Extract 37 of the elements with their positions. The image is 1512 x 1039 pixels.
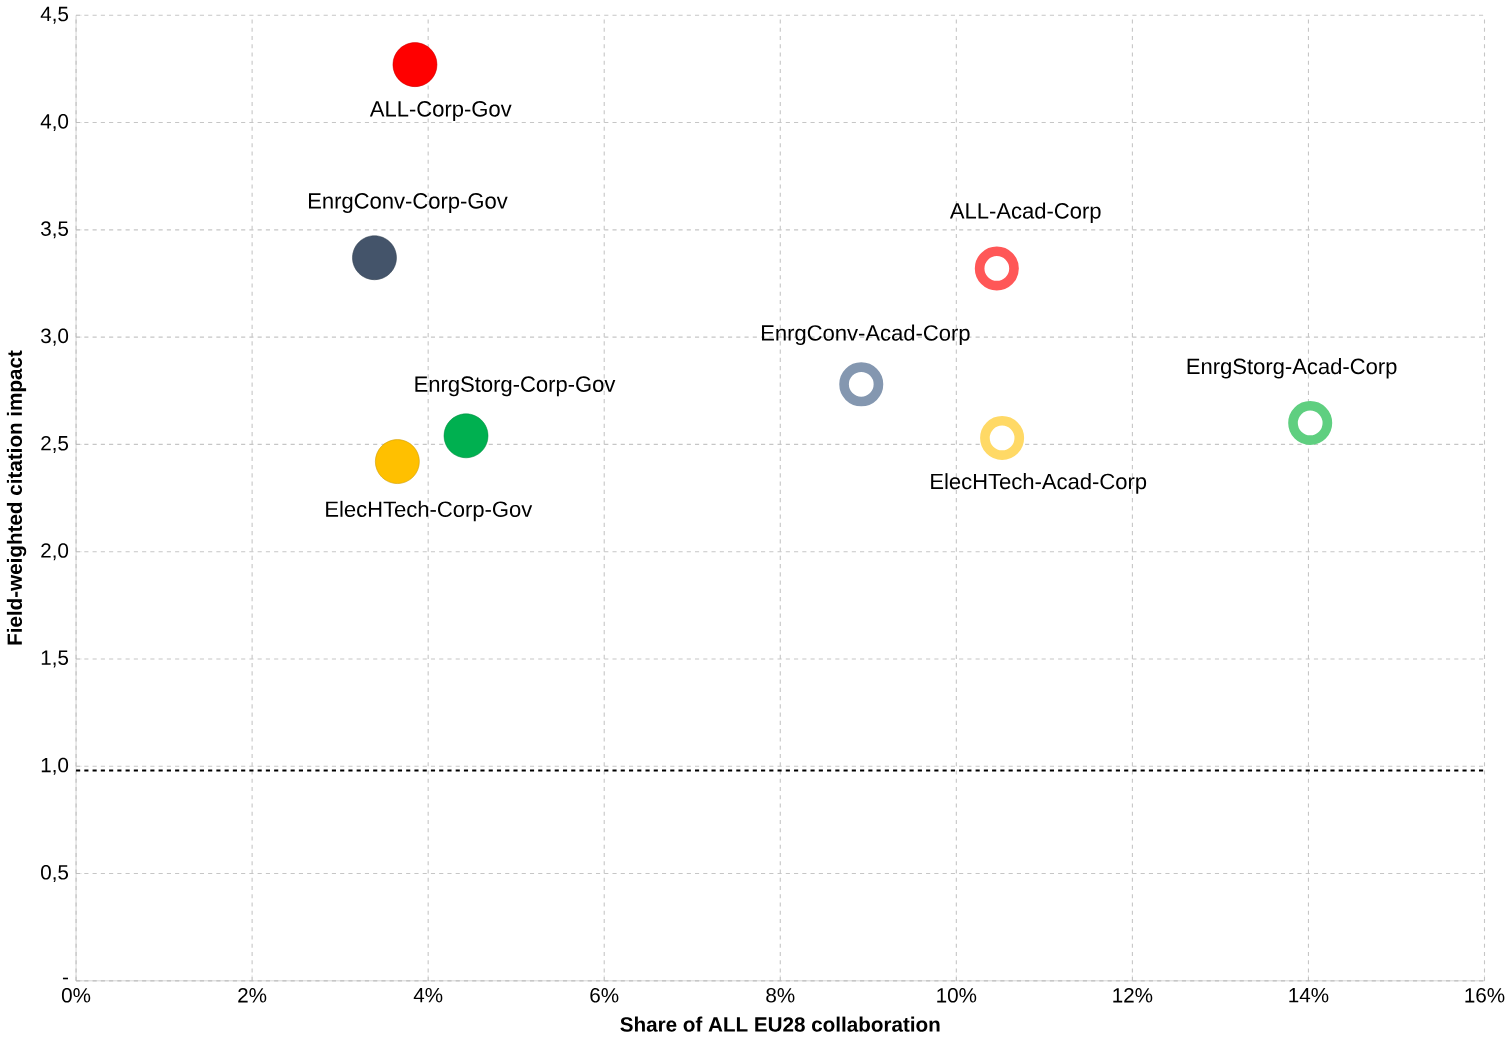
y-tick-label: 3,5	[41, 221, 69, 239]
series-label: EnrgConv-Acad-Corp	[762, 324, 970, 346]
x-tick-label: 6%	[590, 988, 619, 1003]
text: ElecHTech-Acad-Corp	[931, 473, 1147, 494]
y-tick-label: 1,0	[41, 757, 69, 775]
x-tick-label: 14%	[1289, 988, 1329, 1003]
y-tick-label: 2,5	[41, 436, 69, 454]
y-tick-label: 4,0	[40, 114, 69, 132]
x-tick-label: 16%	[1465, 988, 1505, 1003]
series-label: EnrgStorg-Acad-Corp	[1187, 358, 1397, 379]
point	[980, 416, 1025, 461]
text: EnrgStorg-Corp-Gov	[415, 376, 616, 397]
point	[1288, 401, 1333, 446]
point	[352, 235, 397, 281]
point	[375, 439, 420, 485]
x-axis-title: Share of ALL EU28 collaboration	[620, 1016, 940, 1032]
y-tick-label: 1,5	[41, 650, 69, 668]
y-tick-label: 3,0	[41, 328, 69, 346]
y-tick-label: -	[62, 977, 68, 980]
x-tick-label: 10%	[937, 988, 977, 1003]
x-tick-label: 0%	[61, 988, 91, 1003]
point	[392, 42, 438, 88]
x-tick-label: 8%	[766, 988, 795, 1003]
y-tick-label: 2,0	[41, 543, 69, 561]
point	[443, 413, 489, 459]
text: EnrgConv-Corp-Gov	[309, 193, 508, 214]
series-label: ALL-Corp-Gov	[369, 101, 512, 122]
y-axis-title: Field-weighted citation impact	[6, 350, 27, 645]
x-tick-label: 12%	[1113, 988, 1153, 1003]
series-label: ElecHTech-Corp-Gov	[326, 501, 533, 522]
text: ALL-Acad-Corp	[949, 202, 1101, 224]
y-tick-label: 0,5	[41, 865, 69, 883]
point	[839, 362, 884, 407]
x-tick-label: 2%	[238, 988, 267, 1003]
x-tick-label: 4%	[413, 988, 443, 1003]
y-tick-label: 4,5	[40, 7, 69, 24]
point	[974, 246, 1019, 291]
